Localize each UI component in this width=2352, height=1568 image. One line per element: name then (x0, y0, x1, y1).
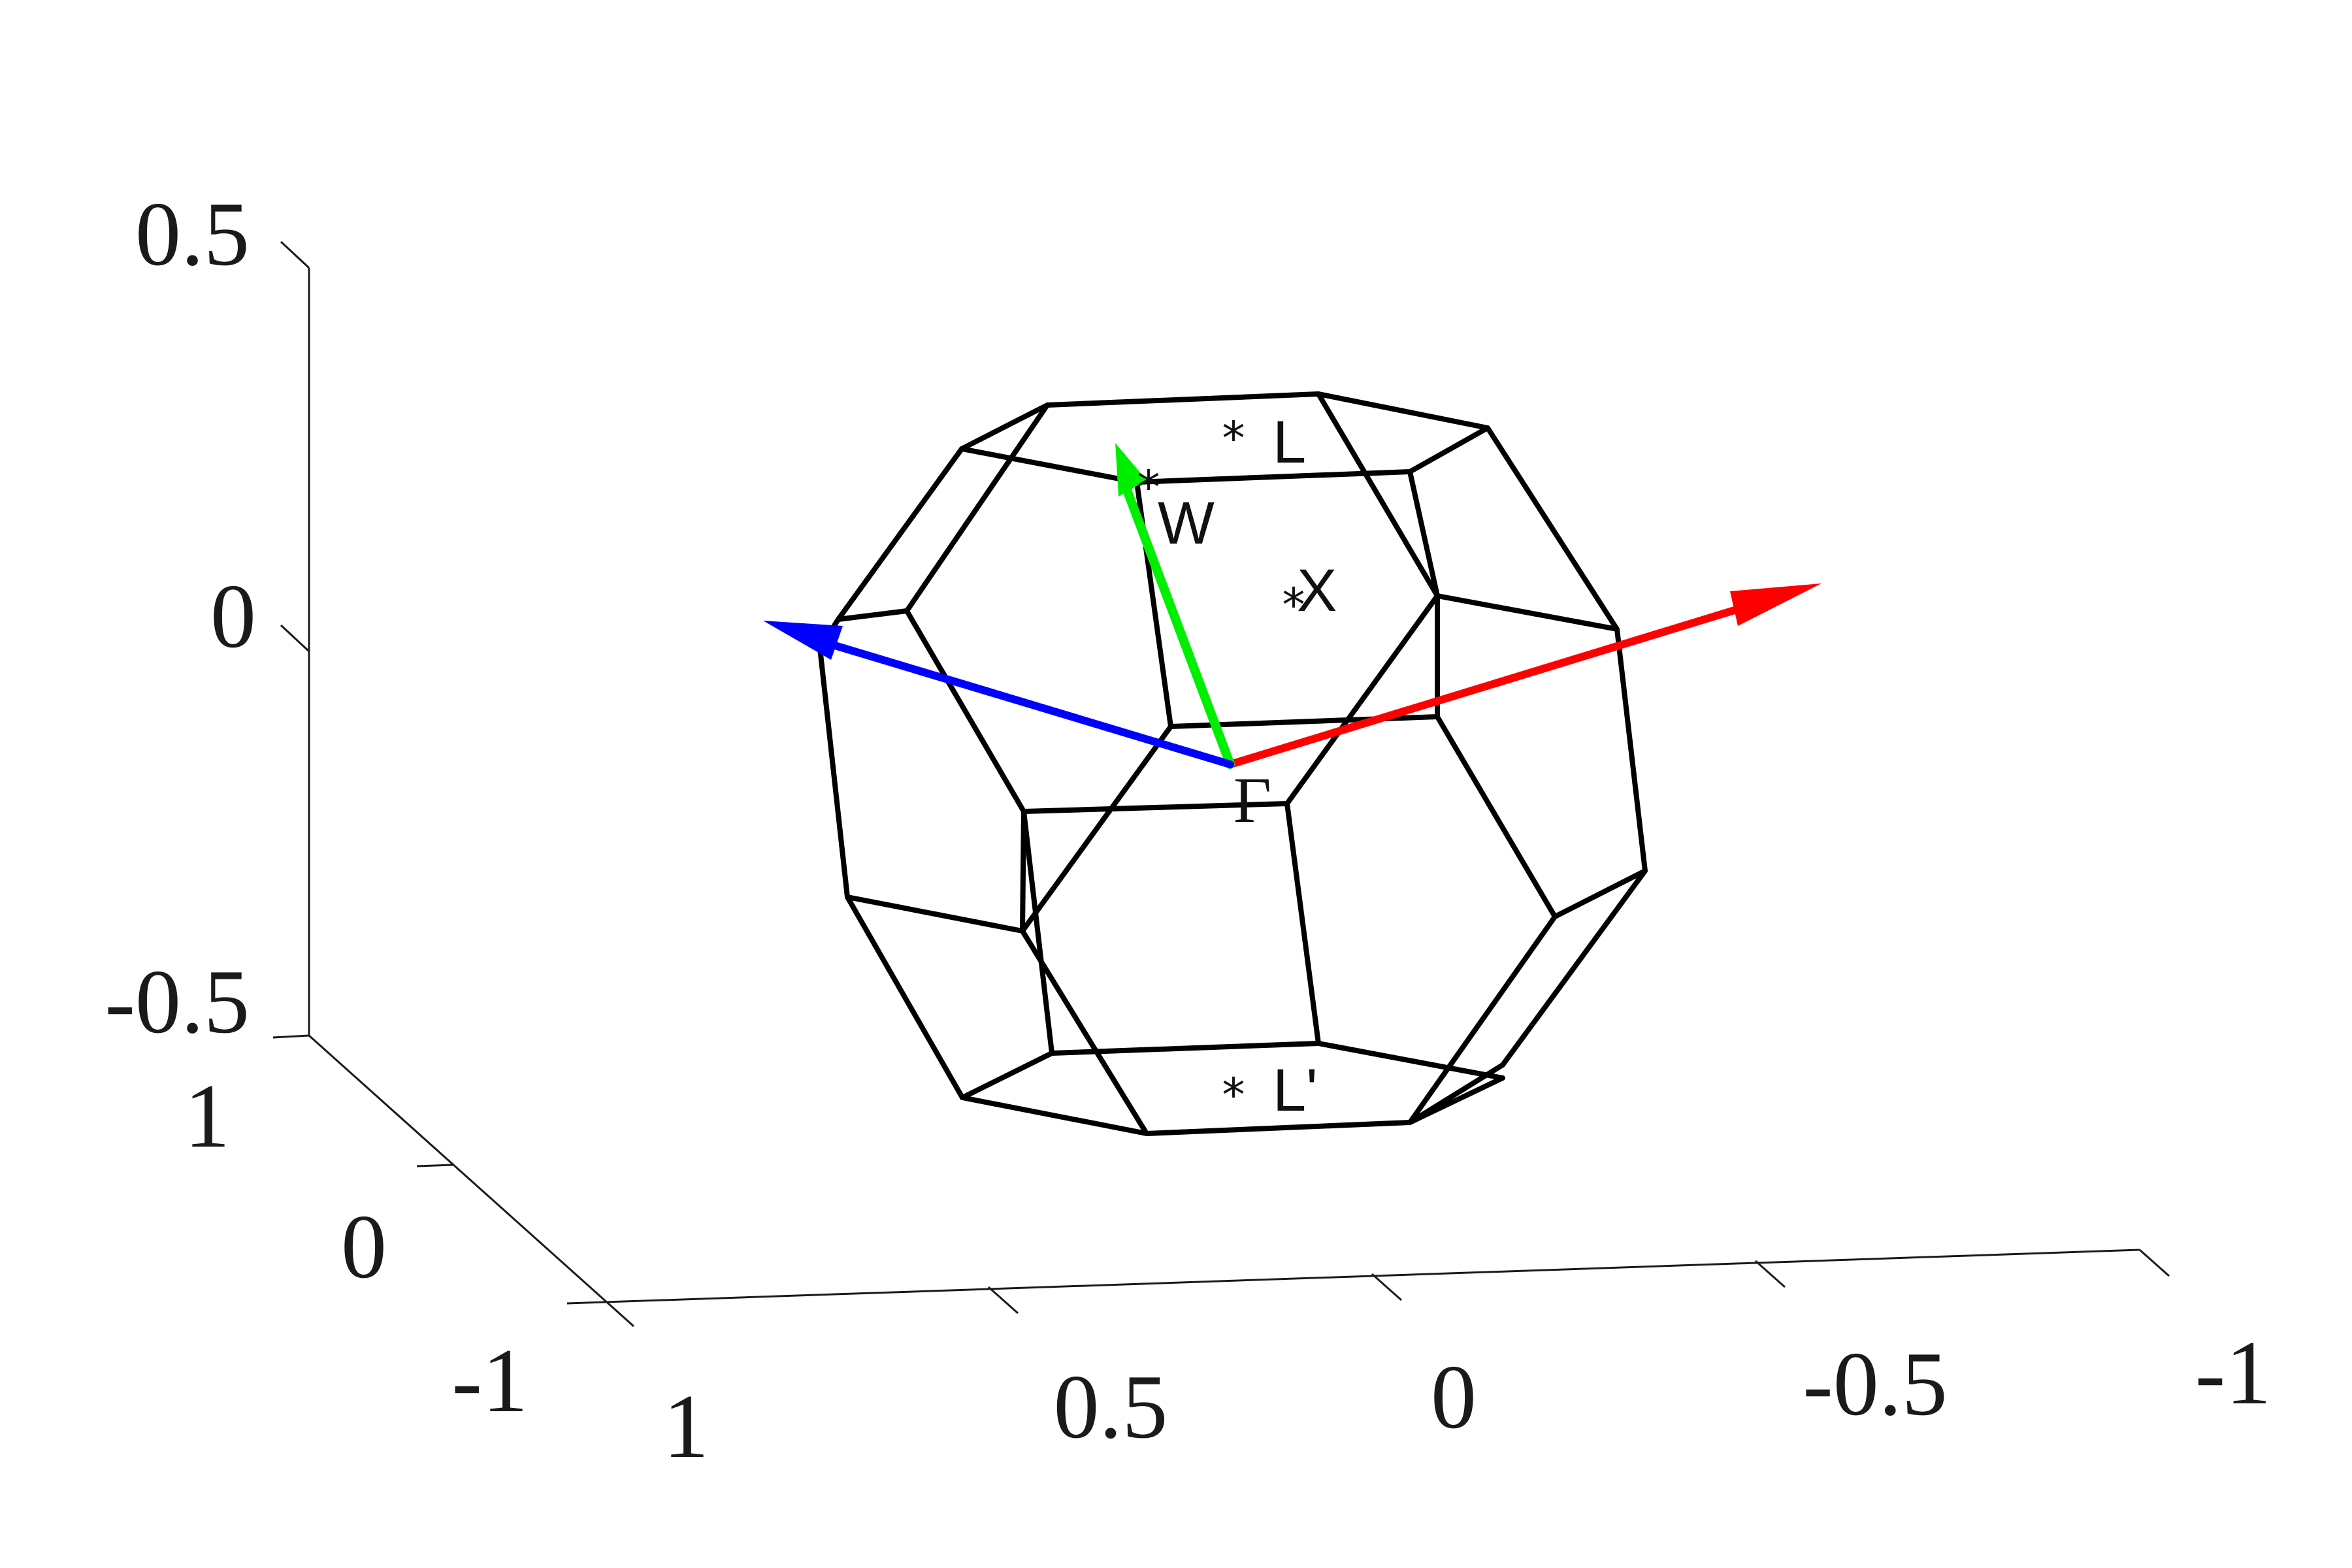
red-vector-shaft (1226, 604, 1747, 768)
depth-tick-label: -1 (451, 1330, 528, 1431)
bz-edge (1407, 914, 1558, 1125)
bz-edge (1021, 801, 1321, 1056)
point-label-W: W (1158, 490, 1215, 557)
point-label-gamma: Γ (1233, 764, 1271, 836)
horizontal-tick (988, 1286, 1019, 1315)
horizontal-tick (2139, 1249, 2170, 1277)
bz-edge (1284, 593, 1440, 806)
bz-edge (960, 1041, 1505, 1136)
bz-edge (1435, 627, 1648, 919)
horizontal-axis-line (566, 1249, 2140, 1305)
vertical-tick (280, 240, 310, 269)
depth-tick-labels: 1 0 -1 (184, 1066, 528, 1431)
vertical-tick (272, 1034, 310, 1039)
bz-edge (960, 1051, 1054, 1100)
vertical-tick-label: 0 (210, 566, 256, 667)
axis-ticks (272, 240, 2170, 1315)
blue-vector-shaft (825, 640, 1234, 768)
depth-axis-line (308, 1034, 635, 1328)
green-vector-arrowhead (1115, 443, 1147, 497)
horizontal-tick (1371, 1273, 1402, 1301)
horizontal-tick-labels: 1 0.5 0 -0.5 -1 (663, 1322, 2271, 1477)
horizontal-tick-label: 1 (663, 1376, 709, 1477)
vertical-tick-labels: 0.5 0 -0.5 (105, 184, 256, 1053)
point-label-L: L (1273, 409, 1306, 476)
bz-edge (1316, 391, 1620, 632)
horizontal-tick (1755, 1260, 1786, 1288)
reciprocal-vectors (763, 443, 1821, 769)
bz-edge (1020, 809, 1026, 934)
bz-edge (1020, 928, 1149, 1136)
point-label-L-prime: L' (1273, 1057, 1318, 1124)
horizontal-tick-label: -0.5 (1803, 1333, 1948, 1435)
horizontal-tick-label: -1 (2195, 1322, 2272, 1424)
bz-edge (836, 402, 1050, 622)
vertical-tick-label: 0.5 (135, 184, 250, 285)
point-marker-L-prime: * (1222, 1068, 1245, 1122)
point-marker-W: * (1137, 461, 1160, 514)
depth-tick (416, 1164, 453, 1168)
red-vector-arrowhead (1730, 583, 1821, 626)
blue-vector-arrowhead (763, 621, 843, 660)
point-marker-X: * (1282, 578, 1305, 632)
bz-edge (1020, 724, 1173, 939)
bz-edge (845, 894, 965, 1100)
bz-edge (1407, 868, 1648, 1125)
brillouin-zone-wireframe (817, 391, 1648, 1136)
vertical-tick (280, 624, 310, 653)
vertical-tick-label: -0.5 (105, 951, 250, 1053)
green-vector-shaft (1121, 482, 1235, 769)
point-marker-L: * (1222, 412, 1245, 465)
axes-frame (308, 268, 2140, 1328)
bz-edge (1134, 480, 1440, 729)
bz-edge (1407, 469, 1440, 598)
point-label-X: X (1297, 557, 1337, 624)
depth-tick-label: 0 (341, 1196, 387, 1298)
horizontal-tick-label: 0 (1431, 1347, 1477, 1448)
horizontal-tick-label: 0.5 (1054, 1356, 1168, 1458)
depth-tick-label: 1 (184, 1066, 230, 1167)
high-symmetry-points: * L * W * X Γ * L' (1137, 409, 1337, 1124)
bz-edge (904, 608, 1026, 814)
